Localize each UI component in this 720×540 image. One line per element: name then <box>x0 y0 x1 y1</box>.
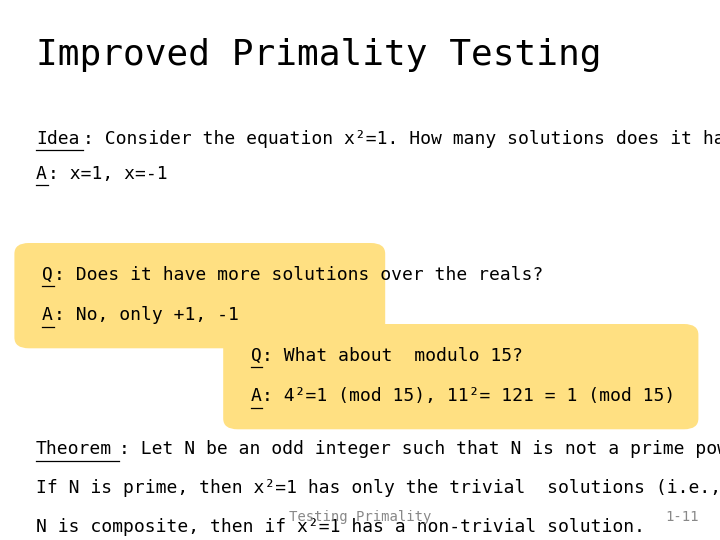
Text: : x=1, x=-1: : x=1, x=-1 <box>48 165 168 183</box>
Text: Testing Primality: Testing Primality <box>289 510 431 524</box>
Text: : Does it have more solutions over the reals?: : Does it have more solutions over the r… <box>53 266 543 284</box>
Text: N is composite, then if x²=1 has a non-trivial solution.: N is composite, then if x²=1 has a non-t… <box>36 518 645 536</box>
Text: Theorem: Theorem <box>36 440 112 458</box>
Text: Improved Primality Testing: Improved Primality Testing <box>36 38 601 72</box>
Text: Idea: Idea <box>36 130 79 147</box>
Text: : Consider the equation x²=1. How many solutions does it have?: : Consider the equation x²=1. How many s… <box>84 130 720 147</box>
FancyBboxPatch shape <box>14 243 385 348</box>
Text: 1-11: 1-11 <box>665 510 698 524</box>
Text: Q: Q <box>42 266 53 284</box>
FancyBboxPatch shape <box>223 324 698 429</box>
Text: Q: Q <box>251 347 261 364</box>
Text: : 4²=1 (mod 15), 11²= 121 = 1 (mod 15): : 4²=1 (mod 15), 11²= 121 = 1 (mod 15) <box>262 387 675 405</box>
Text: If N is prime, then x²=1 has only the trivial  solutions (i.e., +1, -1): If N is prime, then x²=1 has only the tr… <box>36 479 720 497</box>
Text: A: A <box>251 387 261 405</box>
Text: : No, only +1, -1: : No, only +1, -1 <box>53 306 238 324</box>
Text: A: A <box>36 165 47 183</box>
Text: : What about  modulo 15?: : What about modulo 15? <box>262 347 523 364</box>
Text: A: A <box>42 306 53 324</box>
Text: : Let N be an odd integer such that N is not a prime power.: : Let N be an odd integer such that N is… <box>119 440 720 458</box>
